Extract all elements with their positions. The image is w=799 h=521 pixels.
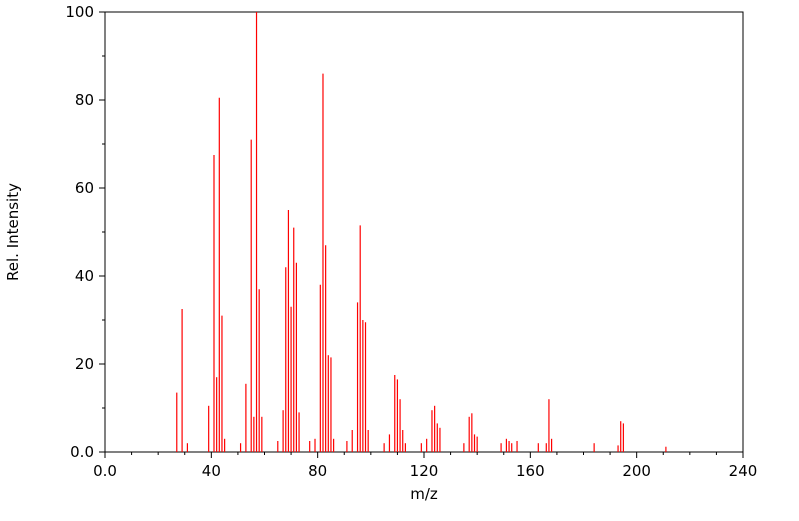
y-tick-label: 60 bbox=[75, 179, 94, 197]
y-tick-label: 20 bbox=[75, 355, 94, 373]
y-tick-label: 100 bbox=[65, 3, 94, 21]
plot-frame bbox=[104, 11, 744, 453]
x-axis-label: m/z bbox=[410, 485, 438, 503]
x-tick-label: 200 bbox=[622, 462, 651, 480]
x-tick-label: 240 bbox=[729, 462, 758, 480]
axis-tick-layer: 0.0 40 80 120 160 200 240 0.0 20 40 60 80 100 bbox=[65, 3, 757, 480]
y-tick-label: 40 bbox=[75, 267, 94, 285]
y-tick-label: 0.0 bbox=[70, 443, 94, 461]
x-tick-label: 0.0 bbox=[93, 462, 117, 480]
x-tick-label: 160 bbox=[516, 462, 545, 480]
plot-border bbox=[104, 11, 744, 453]
y-tick-label: 80 bbox=[75, 91, 94, 109]
y-axis-label: Rel. Intensity bbox=[4, 183, 22, 281]
x-tick-label: 120 bbox=[410, 462, 439, 480]
x-tick-label: 40 bbox=[202, 462, 221, 480]
x-tick-label: 80 bbox=[308, 462, 327, 480]
spectrum-peak-layer bbox=[176, 12, 667, 452]
